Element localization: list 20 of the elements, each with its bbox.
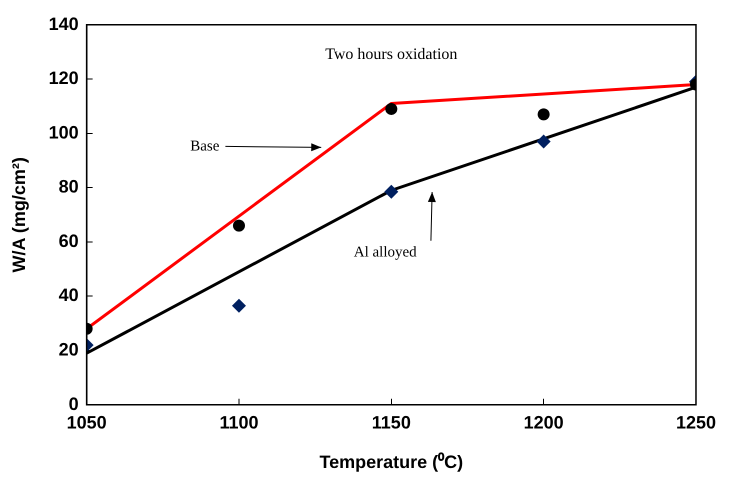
y-axis-title: W/A (mg/cm²)	[8, 157, 29, 272]
text: Two hours oxidation	[325, 46, 458, 64]
x-tick-label: 1050	[66, 412, 107, 433]
y-tick-label: 0	[68, 394, 79, 414]
annotation: Base	[190, 138, 220, 154]
annotation: Al alloyed	[354, 244, 418, 261]
point	[384, 184, 398, 199]
y-tick-label: 140	[48, 14, 79, 34]
x-tick-label: 1150	[372, 412, 411, 433]
point	[385, 102, 398, 115]
x-tick-label: 1100	[219, 412, 258, 433]
y-tick-label: 60	[58, 230, 79, 251]
y-tick-label: 120	[48, 68, 79, 88]
y-tick-label: 40	[58, 285, 79, 306]
y-tick-label: 100	[48, 122, 79, 142]
y-tick-label: 80	[58, 176, 79, 197]
y-tick-label: 20	[58, 339, 79, 360]
x-tick-label: 1250	[676, 412, 716, 433]
x-tick-label: 1200	[524, 412, 564, 433]
x-axis-title: Temperature (⁰C)	[319, 452, 464, 472]
